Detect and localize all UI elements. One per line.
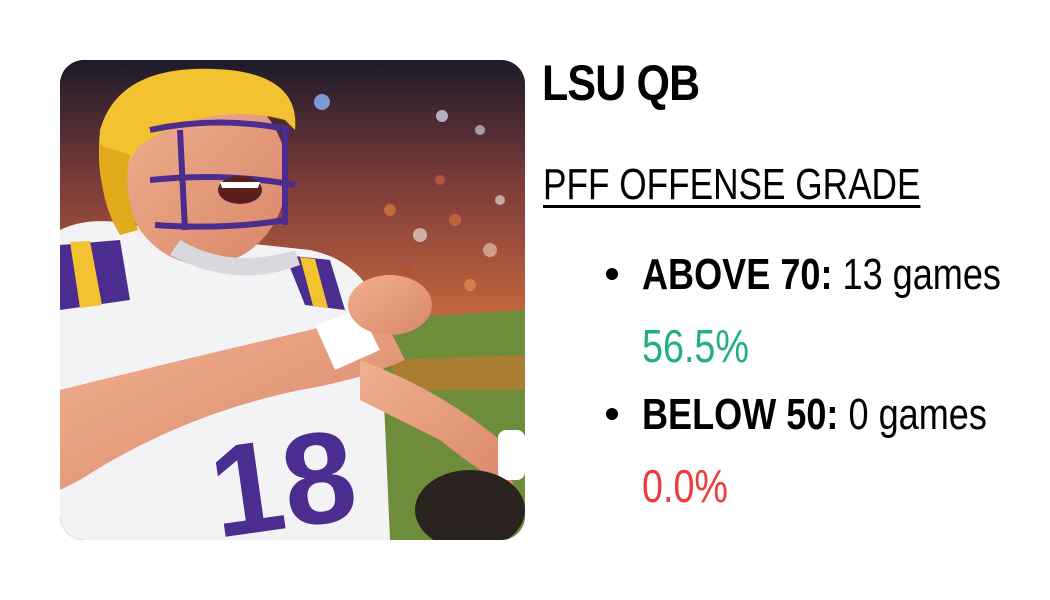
jersey-number: 18 xyxy=(201,401,365,540)
stat-below-50: BELOW 50: 0 games xyxy=(642,393,987,437)
bullet-icon xyxy=(606,408,618,420)
stat-label: ABOVE 70: xyxy=(642,250,833,299)
stat-label: BELOW 50: xyxy=(642,390,839,439)
bullet-icon xyxy=(606,268,618,280)
stat-percent-above-70: 56.5% xyxy=(642,320,749,372)
section-subtitle: PFF OFFENSE GRADE xyxy=(543,160,921,209)
stat-value: 13 games xyxy=(842,250,1001,299)
stat-percent-below-50: 0.0% xyxy=(642,460,728,512)
stat-above-70: ABOVE 70: 13 games xyxy=(642,253,1001,297)
stat-value: 0 games xyxy=(848,390,987,439)
player-photo: 18 xyxy=(60,60,525,540)
page-title: LSU QB xyxy=(542,55,700,111)
player-photo-illustration: 18 xyxy=(60,60,525,540)
